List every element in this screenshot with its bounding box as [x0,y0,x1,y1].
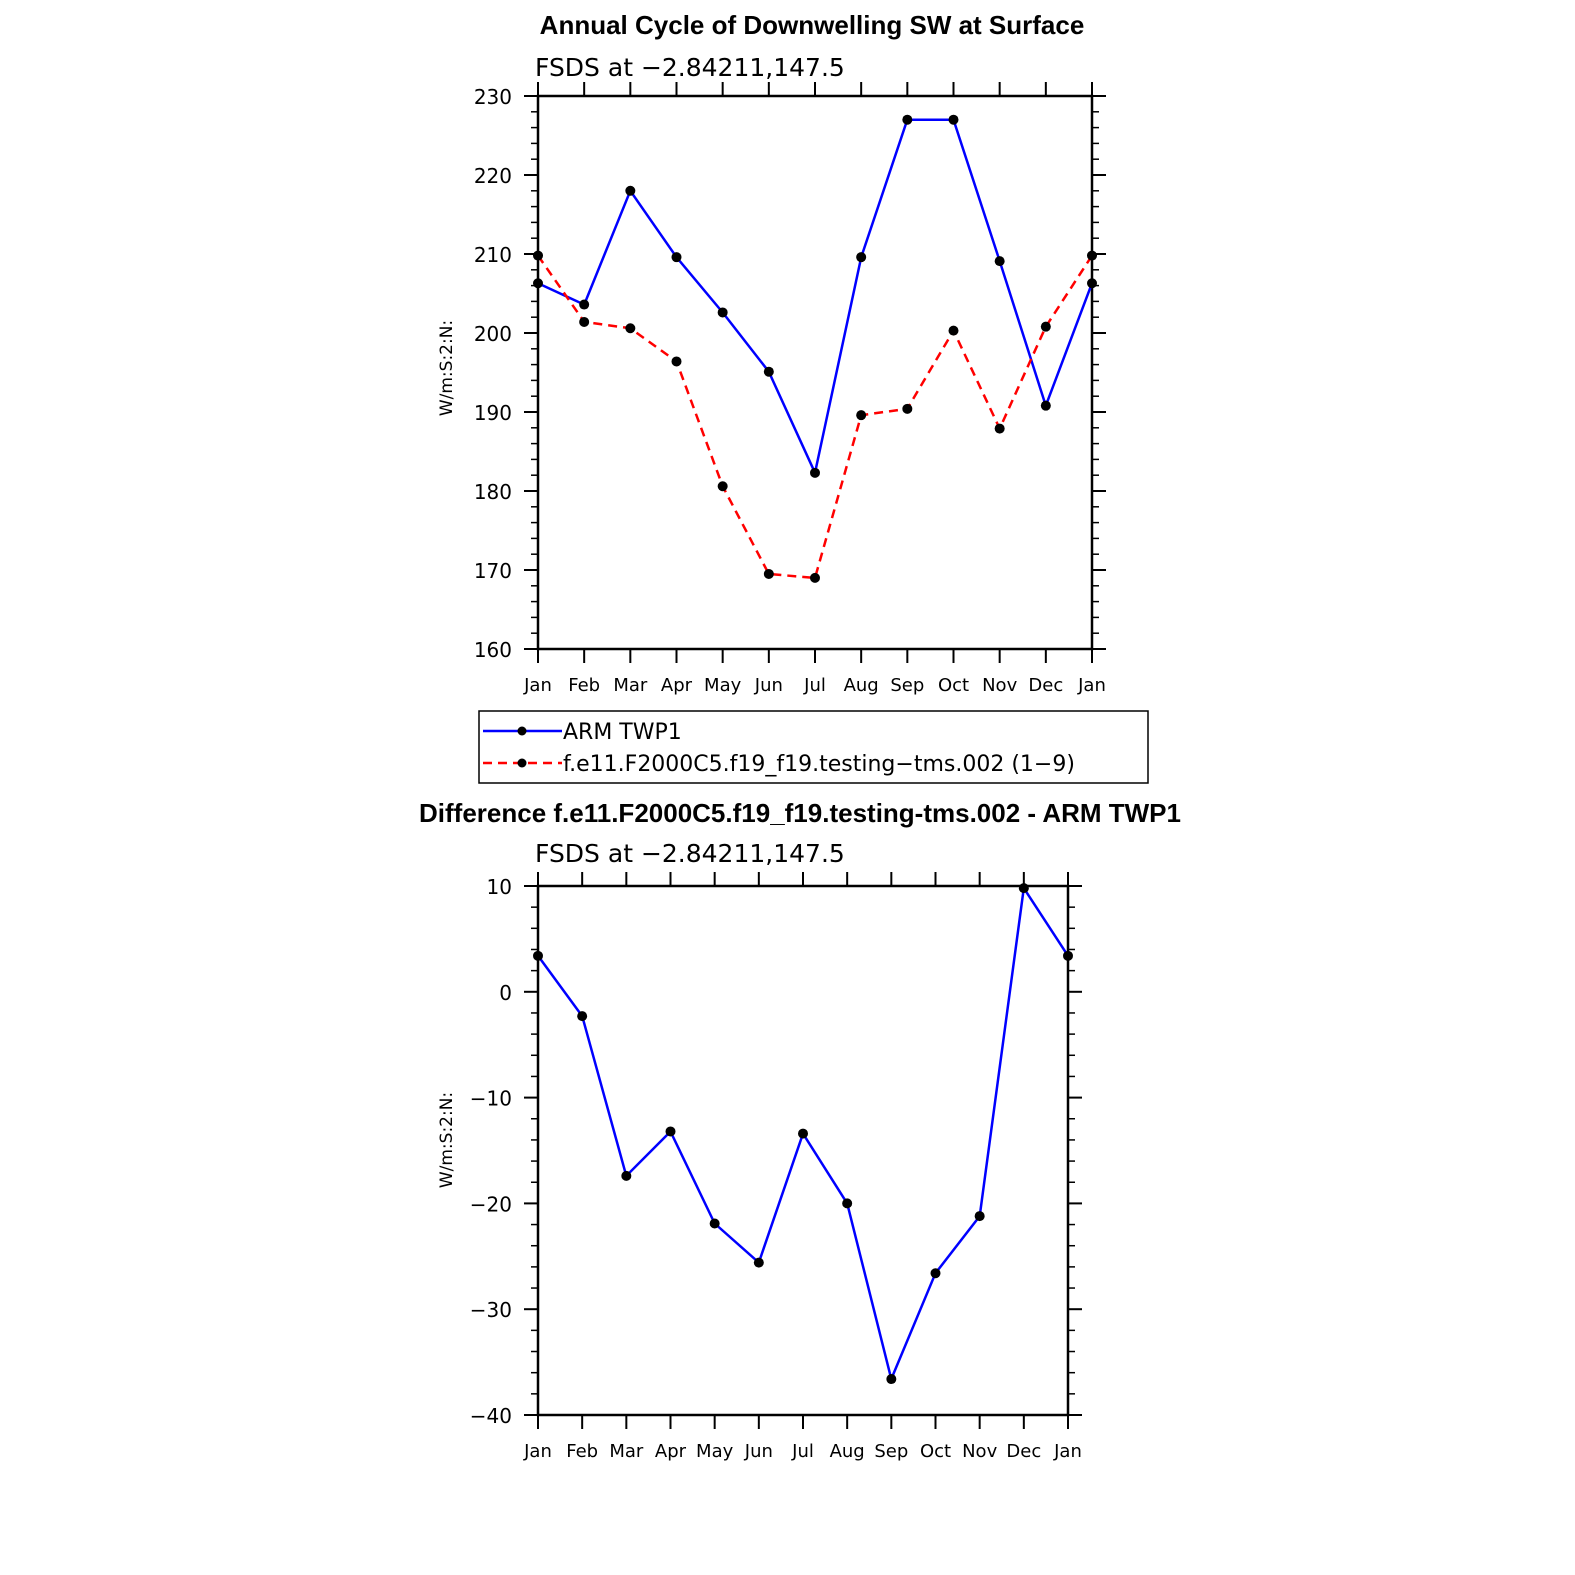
series-1-point [625,323,636,334]
series-0-point [856,252,867,263]
series-0-point [1040,400,1051,411]
x-tick-label: Jun [744,1441,773,1462]
legend-box [478,710,1149,784]
x-tick-label: Jan [1053,1441,1082,1462]
series-1-point [579,316,590,327]
series-1-point [1087,250,1097,261]
series-0-point [810,467,820,478]
series-0-point [886,1374,897,1385]
series-0-point [621,1170,632,1181]
x-tick-label: Aug [844,675,879,696]
difference-chart: Difference f.e11.F2000C5.f19_f19.testing… [419,798,1181,1462]
series-1-point [948,325,959,336]
chart-title: Difference f.e11.F2000C5.f19_f19.testing… [419,798,1181,828]
y-axis-label: W/m:S:2:N: [437,320,457,416]
x-tick-label: Jul [791,1441,814,1462]
y-tick-label: 210 [474,243,512,267]
x-tick-label: Dec [1028,675,1063,696]
x-tick-label: May [696,1441,734,1462]
series-0-point [902,114,913,125]
series-0-point [1063,950,1073,961]
y-tick-label: 160 [474,638,512,662]
series-0-point [709,1218,720,1229]
y-tick-label: 220 [474,164,512,188]
y-tick-label: 200 [474,322,512,346]
y-axis-label: W/m:S:2:N: [437,1092,457,1188]
series-0-point [1018,883,1029,894]
series-0-point [974,1211,985,1222]
x-tick-label: Oct [920,1441,951,1462]
x-tick-label: Jul [803,675,826,696]
y-tick-label: −30 [470,1298,512,1322]
x-tick-label: Oct [938,675,969,696]
y-tick-label: 170 [474,559,512,583]
x-tick-label: Jun [754,675,783,696]
x-tick-label: Jan [1077,675,1106,696]
series-1-point [533,250,543,261]
x-tick-label: Jan [523,675,552,696]
series-0-point [753,1257,764,1268]
series-line-1 [536,254,1094,580]
annual-cycle-chart: Annual Cycle of Downwelling SW at Surfac… [437,10,1149,784]
series-0-point [994,256,1005,267]
series-1-point [763,568,774,579]
series-1-point [810,572,820,583]
series-1-point [1040,321,1051,332]
x-tick-label: Feb [566,1441,598,1462]
series-1-point [671,356,682,367]
x-tick-label: Nov [982,675,1017,696]
series-1-point [902,403,913,414]
series-0-point [1087,278,1097,289]
series-1-point [856,410,867,421]
series-0-point [577,1011,588,1022]
plot-frame [536,94,1094,651]
y-tick-label: 10 [487,875,512,899]
x-tick-label: Sep [890,675,924,696]
series-0-point [579,299,590,310]
series-0-point [798,1128,808,1139]
series-0-point [930,1268,941,1279]
y-tick-label: −10 [470,1087,512,1111]
series-0-point [533,950,543,961]
x-tick-label: Dec [1006,1441,1041,1462]
x-tick-label: May [704,675,742,696]
series-0-point [665,1126,676,1137]
chart-subtitle: FSDS at −2.84211,147.5 [535,53,845,82]
x-tick-label: Aug [830,1441,865,1462]
series-0-point [717,307,728,318]
series-0-point [763,366,774,377]
legend-marker-model [517,758,527,768]
y-tick-label: −40 [470,1404,512,1428]
chart-title: Annual Cycle of Downwelling SW at Surfac… [540,10,1085,40]
x-tick-label: Apr [655,1441,687,1462]
legend-marker-arm [517,726,527,736]
x-tick-label: Mar [609,1441,644,1462]
x-tick-label: Nov [962,1441,997,1462]
y-tick-label: −20 [470,1192,512,1216]
x-tick-label: Feb [568,675,600,696]
series-0-point [671,252,682,263]
series-line-0 [537,118,1094,475]
legend-label-arm: ARM TWP1 [563,720,682,745]
y-tick-label: 190 [474,401,512,425]
y-tick-label: 180 [474,480,512,504]
series-0-point [948,114,959,125]
x-tick-label: Sep [874,1441,908,1462]
series-0-point [842,1198,853,1209]
y-tick-label: 0 [499,981,512,1005]
series-0-point [625,185,636,196]
legend-label-model: f.e11.F2000C5.f19_f19.testing−tms.002 (1… [563,752,1075,777]
x-tick-label: Mar [613,675,648,696]
x-tick-label: Jan [523,1441,552,1462]
series-1-point [994,423,1005,434]
series-1-point [717,481,728,492]
series-0-point [533,278,543,289]
chart-subtitle: FSDS at −2.84211,147.5 [535,839,845,868]
legend: ARM TWP1 f.e11.F2000C5.f19_f19.testing−t… [478,710,1149,784]
x-tick-label: Apr [661,675,693,696]
y-tick-label: 230 [474,85,512,109]
